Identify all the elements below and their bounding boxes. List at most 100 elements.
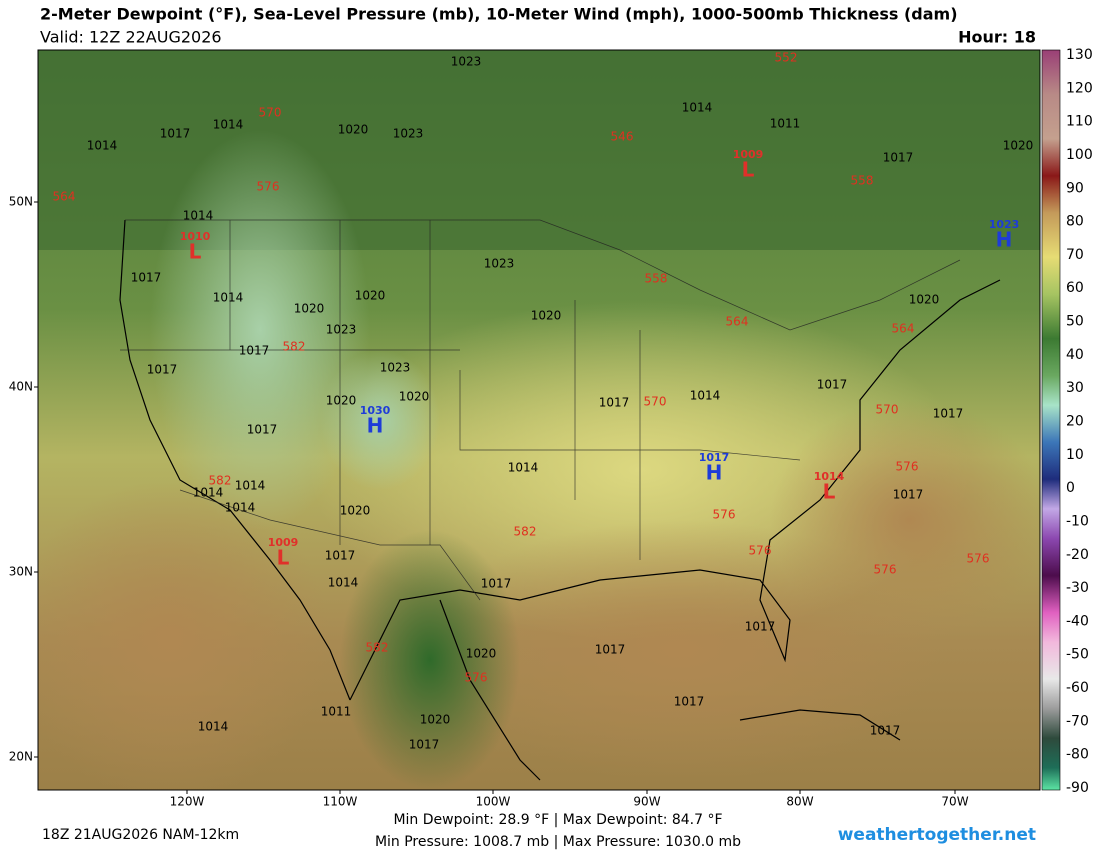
thickness-label: 576 (713, 508, 736, 522)
thickness-label: 576 (749, 544, 772, 558)
latitude-label: 40N (9, 380, 33, 394)
isobar-label: 1020 (1003, 139, 1034, 153)
pacific-coast (119, 219, 351, 701)
thickness-label: 582 (283, 340, 306, 354)
center-pressure: 1014 (814, 470, 845, 483)
isobar-label: 1020 (326, 394, 357, 408)
center-letter: H (367, 414, 384, 438)
isobar-label: 1023 (393, 127, 424, 141)
center-letter: H (996, 228, 1013, 252)
center-letter: L (189, 240, 202, 264)
colorbar-label: -40 (1066, 613, 1089, 629)
isobar-label: 1020 (355, 289, 386, 303)
thickness-label: 576 (896, 460, 919, 474)
colorbar-label: -20 (1066, 547, 1089, 563)
pacific-shade (38, 480, 330, 790)
thickness-label: 570 (644, 395, 667, 409)
longitude-label: 70W (941, 795, 968, 809)
longitude-label: 100W (476, 795, 511, 809)
isobar-label: 1017 (147, 363, 178, 377)
colorbar-label: 70 (1066, 247, 1084, 263)
isobar-label: 1017 (674, 695, 705, 709)
isobar-label: 1011 (770, 117, 801, 131)
isobar-label: 1017 (131, 271, 162, 285)
colorbar-label: 30 (1066, 380, 1084, 396)
center-pressure: 1023 (989, 218, 1020, 231)
center-letter: L (823, 480, 836, 504)
isobar-label: 1017 (481, 577, 512, 591)
thickness-label: 564 (53, 190, 76, 204)
colorbar-label: 110 (1066, 114, 1093, 130)
center-letter: L (742, 158, 755, 182)
pressure-range: Min Pressure: 1008.7 mb | Max Pressure: … (375, 834, 741, 850)
thickness-label: 576 (874, 563, 897, 577)
isobar-label: 1014 (328, 576, 359, 590)
longitude-label: 90W (633, 795, 660, 809)
isobar-label: 1014 (198, 720, 229, 734)
map-title: 2-Meter Dewpoint (°F), Sea-Level Pressur… (40, 5, 958, 24)
colorbar-label: -10 (1066, 513, 1089, 529)
isobar-label: 1020 (399, 390, 430, 404)
center-letter: L (277, 546, 290, 570)
thickness-label: 558 (645, 272, 668, 286)
site-credit: weathertogether.net (838, 825, 1036, 845)
colorbar-label: 60 (1066, 280, 1084, 296)
center-letter: H (706, 461, 723, 485)
thickness-label: 552 (775, 51, 798, 65)
dewpoint-range: Min Dewpoint: 28.9 °F | Max Dewpoint: 84… (393, 812, 722, 828)
longitude-label: 120W (170, 795, 205, 809)
borders (120, 219, 961, 601)
us-mexico-border (179, 489, 481, 601)
thickness-label: 570 (876, 403, 899, 417)
isobar-label: 1017 (745, 620, 776, 634)
latitude-label: 30N (9, 565, 33, 579)
colorbar-label: 90 (1066, 180, 1084, 196)
map-area (38, 50, 1040, 790)
center-pressure: 1030 (360, 404, 391, 417)
colorbar-label: 10 (1066, 447, 1084, 463)
isobar-label: 1017 (409, 738, 440, 752)
thickness-label: 582 (514, 525, 537, 539)
isobar-label: 1014 (225, 501, 256, 515)
us-canada-border (125, 219, 961, 331)
colorbar-label: 80 (1066, 214, 1084, 230)
isobar-label: 1014 (213, 118, 244, 132)
colorbar (1041, 49, 1061, 791)
isobar-label: 1017 (239, 344, 270, 358)
isobar-label: 1017 (893, 488, 924, 502)
isobar-label: 1023 (380, 361, 411, 375)
isobar-label: 1017 (160, 127, 191, 141)
valid-time: Valid: 12Z 22AUG2026 (40, 28, 222, 47)
isobar-label: 1014 (508, 461, 539, 475)
longitude-label: 80W (786, 795, 813, 809)
isobar-label: 1020 (294, 302, 325, 316)
isobar-label: 1014 (682, 101, 713, 115)
isobar-label: 1023 (451, 55, 482, 69)
latitude-label: 50N (9, 195, 33, 209)
east-coast (349, 279, 1001, 701)
thickness-label: 558 (851, 174, 874, 188)
colorbar-label: -70 (1066, 713, 1089, 729)
thickness-label: 576 (967, 552, 990, 566)
center-pressure: 1009 (268, 536, 299, 549)
atlantic-shade (770, 400, 1040, 640)
thickness-label: 570 (259, 106, 282, 120)
isobar-label: 1014 (193, 486, 224, 500)
forecast-hour: Hour: 18 (958, 28, 1036, 47)
thickness-label: 564 (892, 322, 915, 336)
center-pressure: 1009 (733, 148, 764, 161)
mexico-shade (340, 530, 520, 790)
isobar-label: 1011 (321, 705, 352, 719)
isobar-label: 1014 (213, 291, 244, 305)
thickness-label: 564 (726, 315, 749, 329)
colorbar-label: 130 (1066, 47, 1093, 63)
colorbar-label: 20 (1066, 414, 1084, 430)
colorbar-label: -30 (1066, 580, 1089, 596)
isobar-label: 1020 (909, 293, 940, 307)
isobar-label: 1020 (340, 504, 371, 518)
west-shade (150, 130, 370, 530)
latitude-label: 20N (9, 750, 33, 764)
isobar-label: 1017 (325, 549, 356, 563)
